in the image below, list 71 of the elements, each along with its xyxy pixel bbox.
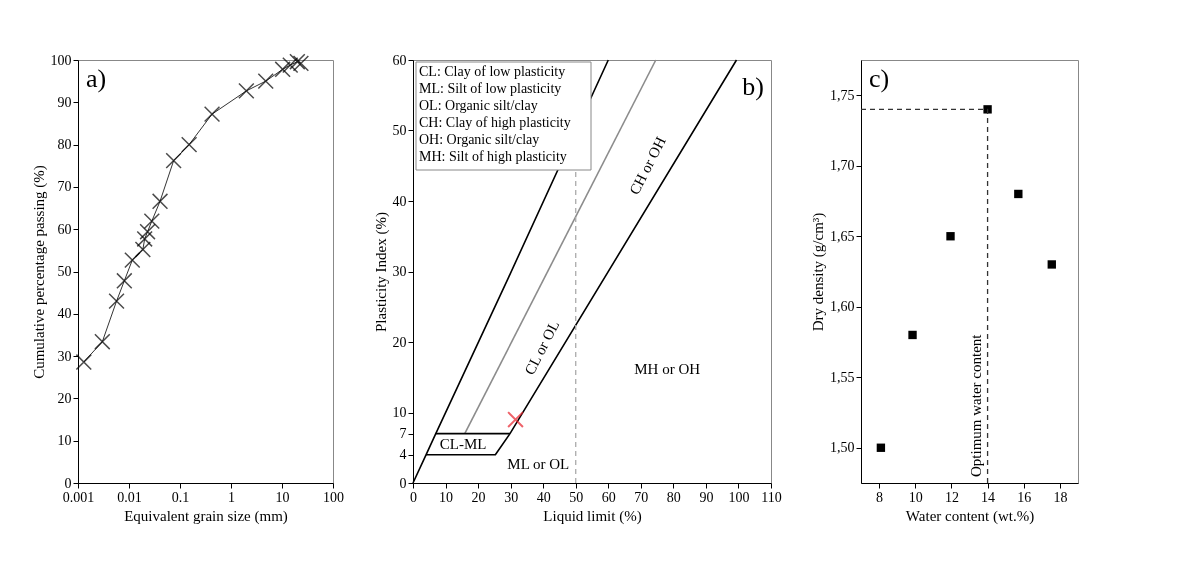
- y-tick-label: 10: [57, 433, 72, 449]
- y-axis-title: Cumulative percentage passing (%): [30, 165, 48, 379]
- x-tick-label: 0: [410, 489, 417, 505]
- x-tick-label: 100: [728, 489, 750, 505]
- x-tick-label: 0.1: [171, 489, 190, 505]
- x-tick-label: 14: [981, 489, 996, 505]
- annotation: OH: Organic silt/clay: [419, 132, 540, 147]
- y-axis-title: Plasticity Index (%): [372, 212, 390, 332]
- y-tick-label: 60: [392, 52, 407, 68]
- y-tick-label: 1,75: [830, 87, 855, 103]
- y-tick-label: 4: [399, 447, 407, 463]
- x-tick-label: 1: [228, 489, 235, 505]
- y-tick-label: 1,55: [830, 369, 855, 385]
- y-tick-label: 40: [392, 193, 407, 209]
- x-tick-label: 0.01: [117, 489, 142, 505]
- y-tick-label: 90: [57, 94, 72, 110]
- y-tick-label: 60: [57, 221, 72, 237]
- y-tick-label: 20: [392, 334, 407, 350]
- annotation: CL-ML: [439, 436, 487, 453]
- annotation: ML or OL: [507, 455, 570, 472]
- x-tick-label: 10: [275, 489, 290, 505]
- y-tick-label: 1,65: [830, 228, 855, 244]
- x-axis-title: Liquid limit (%): [543, 507, 642, 525]
- y-tick-label: 10: [392, 405, 407, 420]
- x-tick-label: 80: [666, 489, 681, 505]
- x-tick-label: 12: [944, 489, 959, 505]
- annotation: CH: Clay of high plasticity: [419, 115, 571, 130]
- annotation: ML: Silt of low plasticity: [419, 81, 562, 96]
- x-tick-label: 30: [504, 489, 519, 505]
- x-axis-title: Water content (wt.%): [905, 507, 1035, 525]
- x-axis-title: Equivalent grain size (mm): [124, 507, 288, 525]
- y-tick-label: 40: [57, 306, 72, 322]
- x-tick-label: 50: [569, 489, 584, 505]
- annotation: MH: Silt of high plasticity: [419, 149, 567, 164]
- annotation: a): [86, 64, 107, 93]
- x-tick-label: 110: [761, 489, 782, 505]
- y-tick-label: 50: [392, 123, 407, 138]
- annotation: b): [742, 72, 764, 102]
- x-tick-label: 16: [1017, 489, 1032, 505]
- x-tick-label: 40: [536, 489, 551, 505]
- annotation: MH or OH: [634, 360, 701, 377]
- x-tick-label: 70: [634, 489, 649, 505]
- x-tick-label: 18: [1053, 489, 1068, 505]
- x-tick-label: 20: [471, 489, 486, 505]
- x-tick-label: 10: [908, 489, 923, 505]
- y-tick-label: 30: [392, 264, 407, 279]
- x-tick-label: 60: [601, 489, 616, 505]
- y-tick-label: 1,70: [830, 158, 855, 174]
- y-tick-label: 50: [57, 264, 72, 279]
- ref-line-label: Optimum water content: [967, 333, 984, 477]
- x-tick-label: 90: [699, 489, 714, 505]
- y-axis-title: Dry density (g/cm³): [810, 212, 827, 332]
- annotation: OL: Organic silt/clay: [419, 98, 538, 113]
- y-tick-label: 100: [50, 52, 72, 68]
- x-tick-label: 10: [439, 489, 454, 505]
- annotation: CL or OL: [521, 317, 563, 378]
- y-tick-label: 80: [57, 137, 72, 153]
- y-tick-label: 0: [64, 475, 72, 491]
- x-tick-label: 8: [876, 489, 884, 505]
- x-tick-label: 100: [323, 489, 344, 505]
- y-tick-label: 20: [57, 390, 72, 406]
- annotation: c): [869, 64, 890, 93]
- y-tick-label: 7: [399, 426, 407, 442]
- y-tick-label: 0: [399, 475, 407, 491]
- annotation: CL: Clay of low plasticity: [419, 64, 566, 79]
- y-tick-label: 1,50: [830, 440, 855, 456]
- annotation: CH or OH: [626, 134, 669, 198]
- y-tick-label: 70: [57, 179, 72, 195]
- y-tick-label: 30: [57, 348, 72, 364]
- x-tick-label: 0.001: [62, 489, 95, 505]
- y-tick-label: 1,60: [830, 299, 855, 315]
